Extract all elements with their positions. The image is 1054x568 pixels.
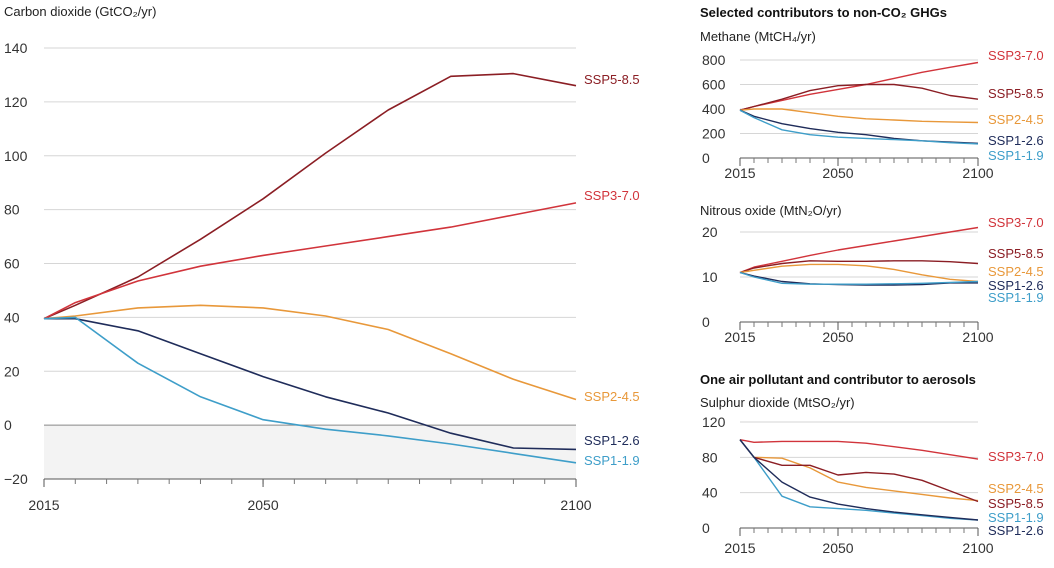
series-line-ssp3-70	[739, 439, 979, 460]
series-label: SSP3-7.0	[988, 449, 1044, 464]
y-tick-label: 400	[702, 101, 726, 117]
series-label: SSP1-2.6	[988, 523, 1044, 538]
x-tick-label: 2100	[560, 497, 591, 513]
series-line-ssp1-19	[43, 316, 577, 464]
x-tick-label: 2050	[822, 165, 853, 181]
series-label: SSP1-1.9	[584, 453, 640, 468]
co2-chart-title: Carbon dioxide (GtCO₂/yr)	[4, 4, 156, 19]
x-tick-label: 2015	[724, 165, 755, 181]
series-line-ssp2-45	[739, 108, 979, 124]
series-label: SSP3-7.0	[988, 48, 1044, 63]
methane-chart: Methane (MtCH₄/yr) 0 200 400 600 800 2015 2050…	[700, 29, 1044, 181]
n2o-chart-title: Nitrous oxide (MtN₂O/yr)	[700, 203, 842, 218]
y-tick-label: 120	[4, 94, 28, 110]
series-line-ssp5-85	[739, 83, 979, 111]
y-tick-label: 20	[702, 224, 718, 240]
x-tick-label: 2015	[28, 497, 59, 513]
y-tick-label: 600	[702, 77, 726, 93]
y-tick-label: 120	[702, 414, 726, 430]
x-tick-label: 2015	[724, 329, 755, 345]
x-tick-label: 2100	[962, 329, 993, 345]
series-label: SSP2-4.5	[988, 481, 1044, 496]
y-tick-label: 0	[702, 150, 710, 166]
series-label: SSP1-2.6	[584, 433, 640, 448]
so2-chart: Sulphur dioxide (MtSO₂/yr) 0 40 80 120 2015 2…	[700, 395, 1044, 556]
series-label: SSP1-1.9	[988, 148, 1044, 163]
series-label: SSP5-8.5	[988, 246, 1044, 261]
x-tick-label: 2050	[822, 329, 853, 345]
y-tick-label: 40	[702, 485, 718, 501]
n2o-chart: Nitrous oxide (MtN₂O/yr) 0 10 20 2015 2050 21…	[700, 203, 1044, 345]
y-tick-label: −20	[4, 471, 28, 487]
y-tick-label: 10	[702, 269, 718, 285]
x-tick-label: 2100	[962, 165, 993, 181]
aerosol-section-title: One air pollutant and contributor to aer…	[700, 372, 976, 387]
series-line-ssp5-85	[43, 72, 577, 320]
series-label: SSP5-8.5	[988, 86, 1044, 101]
x-tick-label: 2050	[822, 540, 853, 556]
so2-chart-title: Sulphur dioxide (MtSO₂/yr)	[700, 395, 855, 410]
series-label: SSP2-4.5	[584, 389, 640, 404]
ghg-section-title: Selected contributors to non-CO₂ GHGs	[700, 5, 947, 20]
y-tick-label: 800	[702, 52, 726, 68]
series-label: SSP1-2.6	[988, 133, 1044, 148]
y-tick-label: 200	[702, 126, 726, 142]
y-tick-label: 0	[702, 520, 710, 536]
y-tick-label: 0	[4, 417, 12, 433]
series-line-ssp3-70	[739, 226, 979, 274]
series-line-ssp1-19	[739, 271, 979, 285]
series-label: SSP1-1.9	[988, 510, 1044, 525]
y-tick-label: 140	[4, 40, 28, 56]
series-label: SSP3-7.0	[584, 188, 640, 203]
series-line-ssp1-26	[44, 317, 577, 451]
series-line-ssp1-26	[739, 439, 979, 521]
series-line-ssp2-45	[43, 304, 577, 401]
y-tick-label: 80	[4, 202, 20, 218]
series-line-ssp2-45	[739, 263, 979, 283]
y-tick-label: 100	[4, 148, 28, 164]
series-label: SSP1-2.6	[988, 278, 1044, 293]
y-tick-label: 80	[702, 449, 718, 465]
series-line-ssp1-19	[739, 439, 979, 521]
x-tick-label: 2100	[962, 540, 993, 556]
methane-chart-title: Methane (MtCH₄/yr)	[700, 29, 816, 44]
series-line-ssp1-19	[739, 109, 979, 145]
negative-emissions-shade	[44, 425, 576, 479]
series-line-ssp3-70	[43, 202, 577, 320]
series-line-ssp3-70	[739, 61, 979, 111]
y-tick-label: 60	[4, 256, 20, 272]
series-label: SSP2-4.5	[988, 112, 1044, 127]
series-label: SSP5-8.5	[988, 496, 1044, 511]
y-tick-label: 20	[4, 363, 20, 379]
y-tick-label: 40	[4, 309, 20, 325]
x-tick-label: 2050	[247, 497, 278, 513]
series-line-ssp5-85	[739, 439, 979, 503]
y-tick-label: 0	[702, 314, 710, 330]
series-label: SSP2-4.5	[988, 264, 1044, 279]
series-label: SSP3-7.0	[988, 215, 1044, 230]
co2-chart: Carbon dioxide (GtCO₂/yr) −20 0 20 40 60 80 10…	[4, 4, 640, 513]
x-tick-label: 2015	[724, 540, 755, 556]
series-label: SSP5-8.5	[584, 72, 640, 87]
series-line-ssp2-45	[739, 439, 979, 502]
series-line-ssp5-85	[739, 260, 979, 274]
series-label: SSP1-1.9	[988, 290, 1044, 305]
